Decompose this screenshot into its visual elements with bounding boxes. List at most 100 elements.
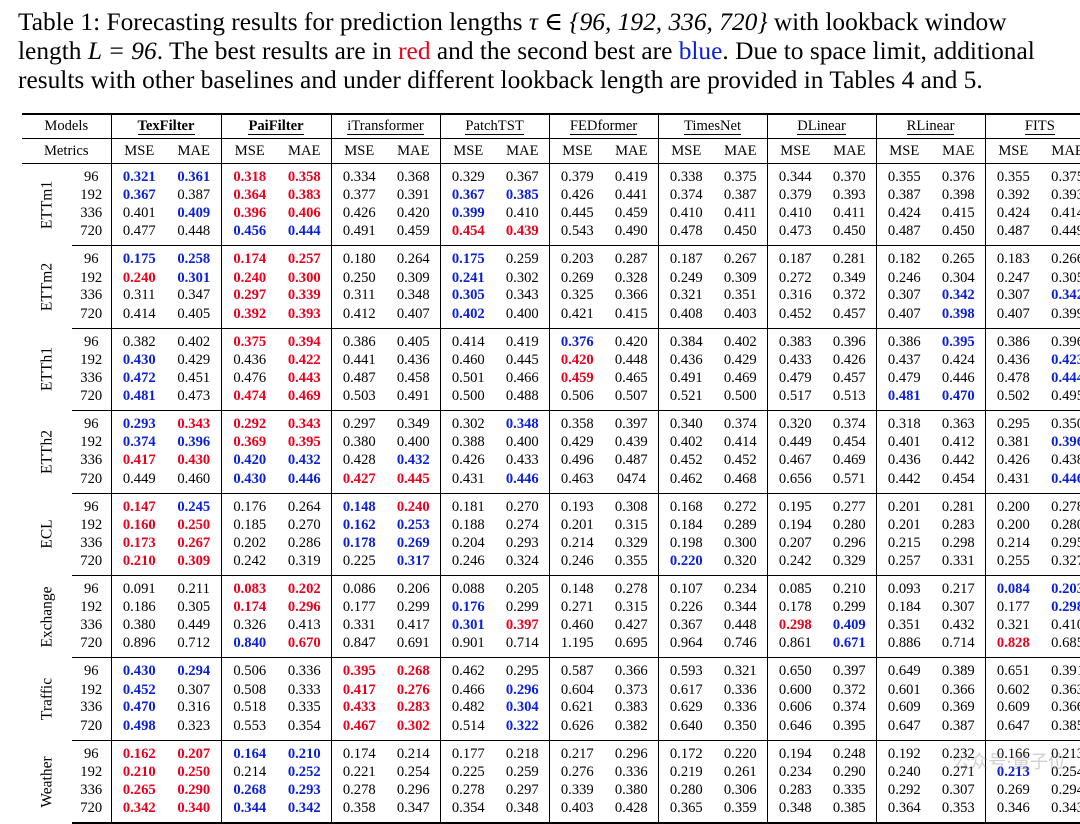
- mse-value: 0.214: [548, 534, 606, 552]
- mae-value: 0.436: [396, 352, 430, 369]
- mse-value: 0.276: [548, 763, 606, 782]
- horizon: 336: [80, 452, 103, 469]
- mae-value: 0.395: [823, 716, 877, 741]
- metric-mae-header: MAE: [932, 138, 986, 164]
- mae-value: 0.374: [832, 416, 866, 433]
- mae-value: 0.309: [396, 269, 430, 286]
- mse-value: 0.184: [875, 598, 933, 617]
- mse-value: 0.379: [548, 163, 606, 187]
- mse-value: 0.430: [110, 351, 167, 370]
- mse-value: 0.215: [875, 534, 933, 552]
- mse-value: 0.164: [220, 740, 279, 764]
- mae-value: 0.383: [287, 187, 321, 204]
- mse-value: 0.647: [984, 716, 1042, 741]
- mae-value: 0.359: [714, 799, 768, 824]
- models-header-row: Models TexFilter PaiFilter iTransformer Patc…: [22, 113, 1080, 139]
- mse-value: 0.481: [875, 387, 933, 412]
- mse-value: 0.193: [548, 493, 606, 517]
- mae-value: 0.429: [177, 352, 211, 369]
- mse-value: 0.426: [330, 204, 388, 223]
- mse-value: 0.272: [766, 269, 824, 288]
- mae-value: 0.295: [505, 663, 539, 680]
- mae-value: 0.405: [396, 333, 430, 350]
- table-row: 192 0.160 0.250 0.185 0.270 0.162 0.253 0.188 0.…: [22, 516, 1080, 535]
- metric-mse-header: MSE: [548, 138, 606, 164]
- mae-value: 0.307: [941, 599, 975, 616]
- mae-value: 0.513: [823, 387, 877, 412]
- mae-value: 0.398: [941, 187, 975, 204]
- mae-value: 0.329: [823, 551, 877, 576]
- model-name: iTransformer: [347, 118, 424, 135]
- mse-value: 0.240: [110, 269, 167, 288]
- dataset-label-cell: ETTm2: [22, 246, 72, 328]
- mse-value: 0.840: [220, 634, 279, 659]
- mse-value: 0.177: [984, 598, 1042, 617]
- mse-value: 0.407: [984, 304, 1042, 329]
- mae-value: 0.417: [396, 616, 430, 633]
- model-header: PaiFilter: [220, 113, 332, 139]
- mse-value: 0.174: [220, 245, 279, 270]
- mse-value: 0.201: [875, 493, 933, 517]
- mae-value: 0.454: [932, 469, 986, 494]
- mae-value: 0.444: [1051, 369, 1080, 386]
- mse-value: 0.198: [657, 534, 715, 552]
- mae-value: 0.397: [505, 616, 539, 633]
- mse-value: 0.508: [220, 681, 279, 699]
- mse-value: 0.861: [766, 634, 824, 659]
- mse-value: 0.298: [766, 616, 824, 635]
- mse-value: 0.621: [548, 698, 606, 717]
- mae-value: 0.419: [614, 169, 648, 185]
- mae-value: 0.457: [823, 304, 877, 329]
- mse-value: 0.326: [220, 616, 279, 635]
- mse-value: 0.380: [330, 434, 388, 452]
- mae-value: 0.373: [614, 681, 648, 698]
- mae-value: 0.450: [932, 222, 986, 247]
- mse-value: 0.182: [875, 245, 933, 270]
- mse-value: 0.600: [766, 681, 824, 699]
- mae-value: 0.363: [1051, 681, 1080, 698]
- mse-value: 0.325: [548, 287, 606, 305]
- mae-value: 0.252: [287, 763, 321, 780]
- mae-value: 0.277: [832, 498, 866, 515]
- mse-value: 0.246: [875, 269, 933, 288]
- mae-value: 0.445: [505, 352, 539, 369]
- mae-value: 0.245: [177, 498, 211, 515]
- mae-value: 0.266: [1051, 251, 1080, 268]
- horizon: 192: [80, 763, 103, 780]
- mae-value: 0.441: [614, 187, 648, 204]
- mse-value: 0.203: [548, 245, 606, 270]
- mse-value: 0.456: [220, 222, 279, 247]
- mae-value: 0.343: [1041, 799, 1080, 824]
- mae-value: 0.331: [932, 551, 986, 576]
- mse-value: 0.467: [766, 451, 824, 470]
- mae-value: 0.442: [941, 452, 975, 469]
- mse-value: 0.166: [984, 740, 1042, 764]
- metric-mae-header: MAE: [387, 138, 441, 164]
- mse-value: 0.174: [330, 740, 388, 764]
- mse-value: 0.452: [110, 681, 167, 699]
- mse-value: 0.472: [110, 369, 167, 388]
- mse-value: 0.180: [330, 245, 388, 270]
- table-caption: Table 1: Forecasting results for predict…: [18, 8, 1070, 95]
- mse-value: 0.433: [766, 351, 824, 370]
- mae-value: 0.465: [614, 369, 648, 386]
- mse-value: 0.355: [984, 163, 1042, 187]
- horizon: 192: [80, 269, 103, 286]
- mae-value: 0.267: [723, 251, 757, 268]
- dataset-label-cell: ETTm1: [22, 164, 72, 246]
- caption-text: and the second best are: [430, 37, 679, 65]
- mse-value: 0.200: [984, 493, 1042, 517]
- horizon: 336: [80, 205, 103, 222]
- mae-value: 0.397: [614, 416, 648, 433]
- mae-value: 0.395: [941, 333, 975, 350]
- mae-value: 0.374: [723, 416, 757, 433]
- mse-value: 0.318: [875, 410, 933, 435]
- mse-value: 0.162: [110, 740, 167, 764]
- mse-value: 0.470: [110, 698, 167, 717]
- mse-value: 0.278: [439, 781, 497, 799]
- mse-value: 0.175: [439, 245, 497, 270]
- mse-value: 0.181: [439, 493, 497, 517]
- mae-value: 0.372: [832, 681, 866, 698]
- table-row: 720 0.449 0.460 0.430 0.446 0.427 0.445 0.431 0.…: [22, 469, 1080, 494]
- mae-value: 0.336: [723, 699, 757, 716]
